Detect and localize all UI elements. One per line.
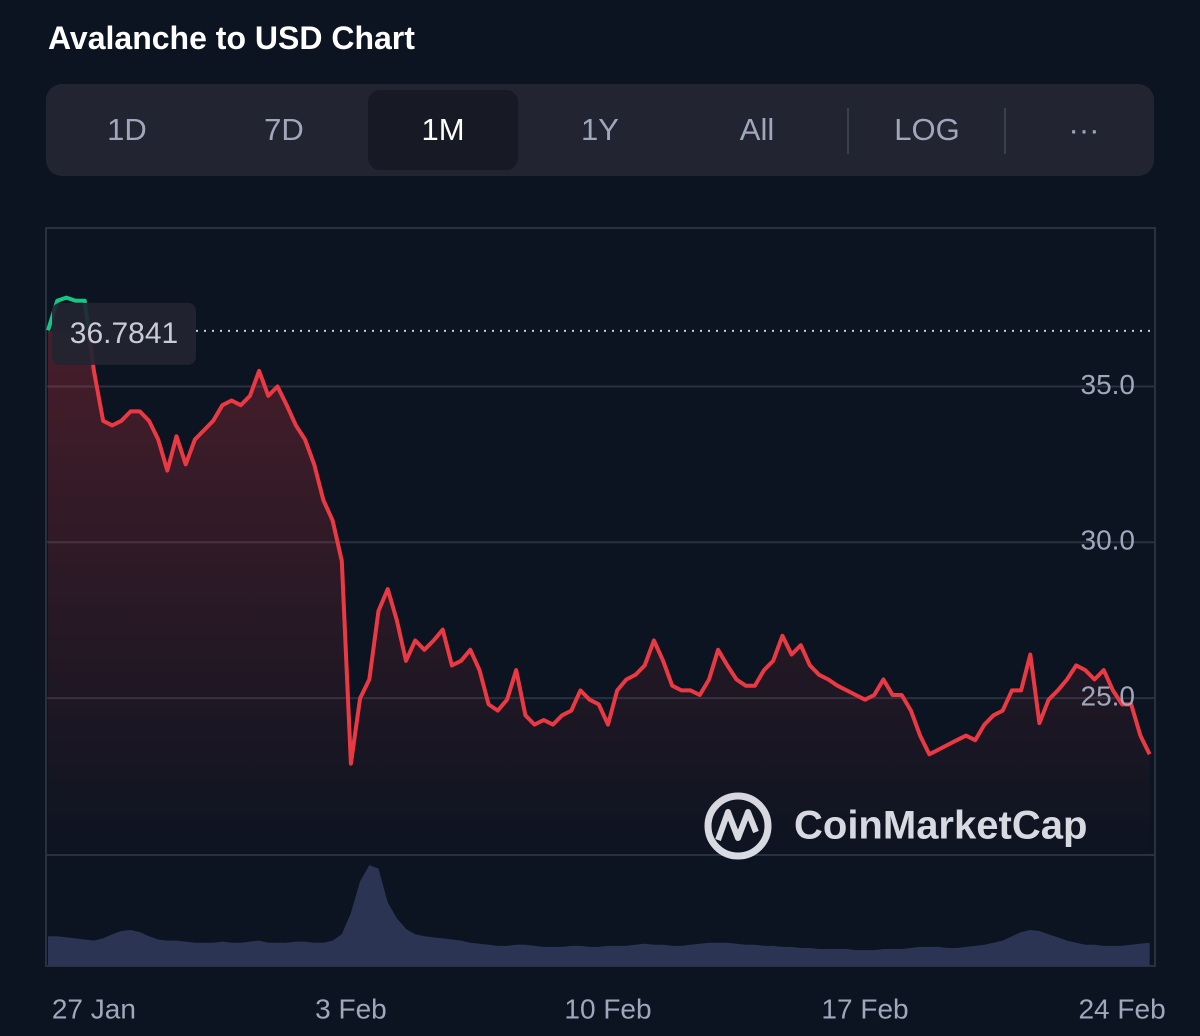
volume-area (48, 865, 1150, 966)
range-tab[interactable]: All (739, 112, 775, 147)
y-tick-label: 25.0 (1081, 681, 1136, 712)
range-tabs: 1D 7D 1M 1Y All LOG ··· (46, 84, 1154, 176)
x-tick-label: 27 Jan (52, 993, 136, 1024)
y-tick-label: 35.0 (1081, 369, 1136, 400)
chart-title: Avalanche to USD Chart (48, 20, 415, 56)
separator (847, 108, 849, 154)
reference-label-bg (52, 302, 196, 365)
range-tab[interactable]: 1Y (581, 112, 619, 147)
range-tab[interactable]: ··· (1068, 112, 1100, 147)
x-tick-label: 3 Feb (315, 993, 387, 1024)
x-tick-label: 10 Feb (564, 993, 651, 1024)
x-tick-label: 17 Feb (821, 993, 908, 1024)
price-line (49, 330, 1152, 766)
range-tab[interactable]: 1M (368, 90, 518, 170)
reference-label: 36.7841 (70, 317, 178, 350)
y-tick-label: 30.0 (1081, 525, 1136, 556)
range-tab[interactable]: 7D (264, 112, 304, 147)
x-tick-label: 24 Feb (1078, 993, 1165, 1024)
range-tab[interactable]: 1D (107, 112, 147, 147)
price-area (48, 330, 1150, 854)
range-tab[interactable]: LOG (894, 112, 960, 147)
separator (1004, 108, 1006, 154)
